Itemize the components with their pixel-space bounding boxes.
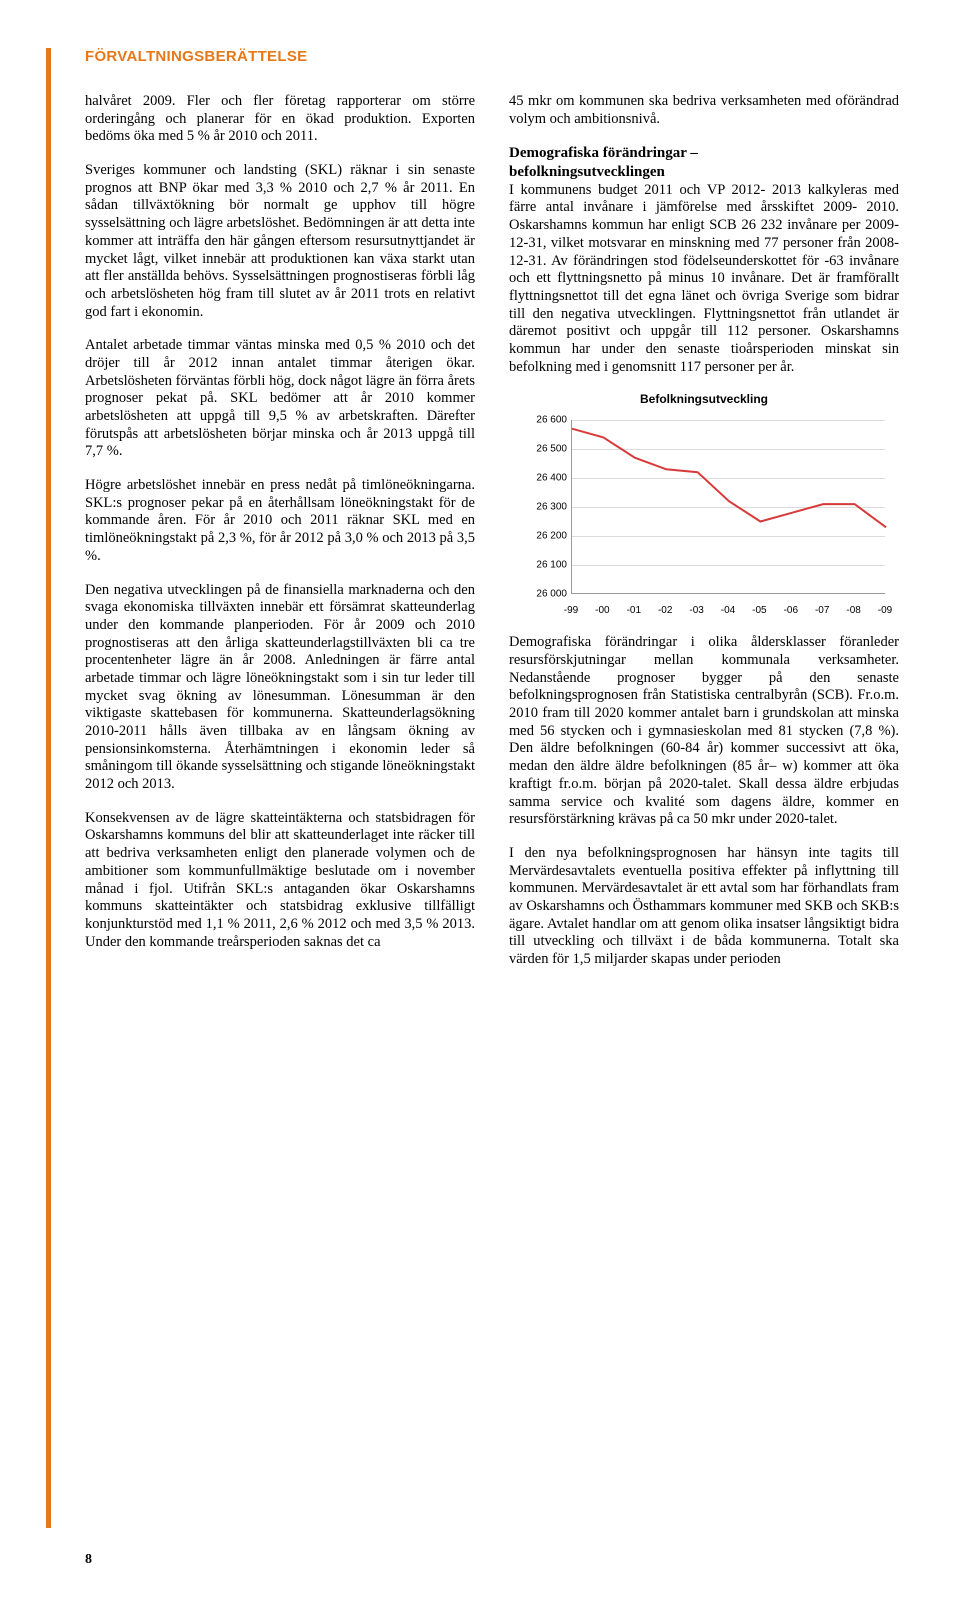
chart-series-line bbox=[572, 420, 886, 594]
chart-x-tick: -04 bbox=[721, 605, 735, 616]
chart-x-tick: -99 bbox=[564, 605, 578, 616]
section-heading-with-body: Demografiska förändringar – befolkningsu… bbox=[509, 144, 899, 376]
body-paragraph: I den nya befolkningsprognosen har hänsy… bbox=[509, 845, 899, 969]
chart-y-tick: 26 400 bbox=[519, 473, 567, 484]
body-paragraph: Demografiska förändringar i olika ålders… bbox=[509, 634, 899, 829]
body-paragraph: Antalet arbetade timmar väntas minska me… bbox=[85, 337, 475, 461]
body-paragraph: Högre arbetslöshet innebär en press nedå… bbox=[85, 477, 475, 565]
chart-x-tick: -01 bbox=[627, 605, 641, 616]
section-heading-line: befolkningsutvecklingen bbox=[509, 164, 665, 180]
chart-x-tick: -00 bbox=[595, 605, 609, 616]
right-column: 45 mkr om kommunen ska bedriva verksamhe… bbox=[509, 93, 899, 985]
chart-x-tick: -03 bbox=[689, 605, 703, 616]
chart-y-tick: 26 600 bbox=[519, 415, 567, 426]
chart-y-tick: 26 200 bbox=[519, 531, 567, 542]
section-body: I kommunens budget 2011 och VP 2012- 201… bbox=[509, 182, 899, 375]
population-chart: Befolkningsutveckling 26 000 26 100 26 200… bbox=[509, 392, 899, 616]
body-paragraph: halvåret 2009. Fler och fler företag rap… bbox=[85, 93, 475, 146]
chart-y-tick: 26 100 bbox=[519, 560, 567, 571]
chart-title: Befolkningsutveckling bbox=[509, 392, 899, 406]
body-paragraph: Sveriges kommuner och landsting (SKL) rä… bbox=[85, 162, 475, 321]
page-number: 8 bbox=[85, 1552, 92, 1568]
body-paragraph: Konsekvensen av de lägre skatteintäktern… bbox=[85, 810, 475, 952]
body-paragraph: Den negativa utvecklingen på de finansie… bbox=[85, 582, 475, 794]
chart-x-tick: -06 bbox=[784, 605, 798, 616]
section-heading-line: Demografiska förändringar – bbox=[509, 145, 698, 161]
chart-y-tick: 26 300 bbox=[519, 502, 567, 513]
page-header: FÖRVALTNINGSBERÄTTELSE bbox=[85, 48, 900, 65]
body-paragraph: 45 mkr om kommunen ska bedriva verksamhe… bbox=[509, 93, 899, 128]
chart-plot-area bbox=[571, 420, 885, 594]
left-column: halvåret 2009. Fler och fler företag rap… bbox=[85, 93, 475, 985]
chart-x-tick: -08 bbox=[846, 605, 860, 616]
chart-x-tick: -05 bbox=[752, 605, 766, 616]
chart-x-tick: -02 bbox=[658, 605, 672, 616]
document-page: FÖRVALTNINGSBERÄTTELSE halvåret 2009. Fl… bbox=[0, 0, 960, 1606]
accent-side-bar bbox=[46, 48, 51, 1528]
chart-y-tick: 26 000 bbox=[519, 589, 567, 600]
chart-x-tick: -09 bbox=[878, 605, 892, 616]
chart-x-tick: -07 bbox=[815, 605, 829, 616]
two-column-layout: halvåret 2009. Fler och fler företag rap… bbox=[85, 93, 900, 985]
chart-y-tick: 26 500 bbox=[519, 444, 567, 455]
chart-canvas: 26 000 26 100 26 200 26 300 26 400 26 500 26 6… bbox=[519, 416, 889, 616]
